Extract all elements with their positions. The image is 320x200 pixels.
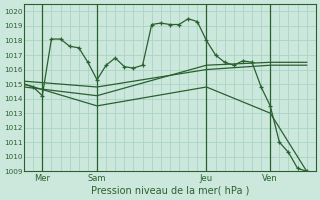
X-axis label: Pression niveau de la mer( hPa ): Pression niveau de la mer( hPa ) xyxy=(91,186,249,196)
